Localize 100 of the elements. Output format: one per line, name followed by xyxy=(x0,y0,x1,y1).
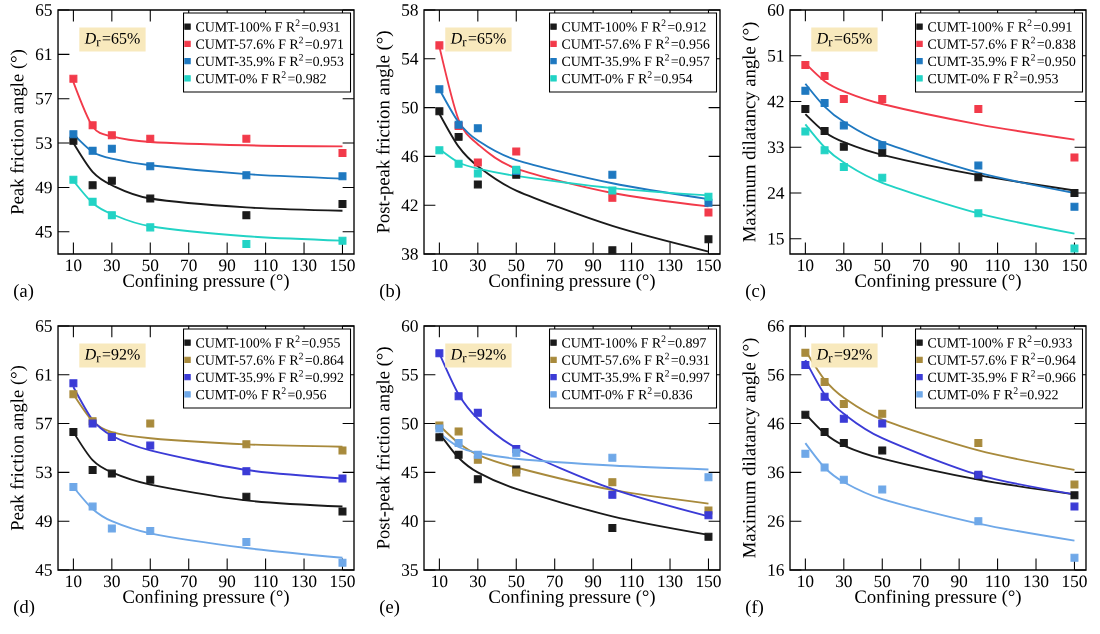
x-tick-label: 10 xyxy=(432,259,448,272)
y-tick-label: 50 xyxy=(402,101,418,114)
x-tick-label: 150 xyxy=(696,575,721,588)
x-tick-label: 50 xyxy=(142,259,159,272)
y-tick-label: 58 xyxy=(402,4,418,16)
y-tick-label: 60 xyxy=(401,320,418,332)
y-tick-label: 45 xyxy=(35,226,52,238)
x-tick-label: 30 xyxy=(104,259,120,272)
x-tick-label: 110 xyxy=(254,259,278,272)
x-tick-label: 70 xyxy=(181,259,197,272)
y-tick-label: 45 xyxy=(35,564,52,576)
x-tick-label: 50 xyxy=(508,575,525,588)
text: (f) xyxy=(746,599,764,618)
x-tick-label: 130 xyxy=(292,259,317,272)
y-tick-label: 65 xyxy=(35,4,52,16)
x-tick-label: 50 xyxy=(874,259,891,272)
text: (e) xyxy=(380,599,400,617)
x-tick-label: 90 xyxy=(219,575,236,588)
y-tick-label: 57 xyxy=(36,92,52,105)
x-axis-title: Confining pressure (°) xyxy=(855,273,1021,291)
x-tick-label: 130 xyxy=(658,575,683,588)
y-axis-title: Post-peak friction angle (°) xyxy=(376,31,394,233)
y-tick-label: 42 xyxy=(767,95,784,108)
x-tick-label: 70 xyxy=(547,575,563,588)
x-tick-label: 10 xyxy=(432,575,448,588)
y-tick-label: 49 xyxy=(35,515,52,527)
y-tick-label: 45 xyxy=(401,466,418,479)
text: (b) xyxy=(380,283,401,301)
x-tick-label: 10 xyxy=(798,575,814,588)
x-tick-label: 10 xyxy=(66,575,82,588)
y-tick-label: 65 xyxy=(35,320,52,332)
y-tick-label: 38 xyxy=(402,248,418,260)
x-tick-label: 30 xyxy=(835,575,852,588)
x-tick-label: 110 xyxy=(986,259,1010,272)
x-tick-label: 50 xyxy=(142,575,159,588)
annotation: D$_{r}$=92% xyxy=(450,348,506,363)
x-tick-label: 150 xyxy=(330,259,355,272)
x-axis-title: Confining pressure (°) xyxy=(123,589,289,607)
x-tick-label: 30 xyxy=(104,575,120,588)
annotation: D$_{r}$=65% xyxy=(816,32,872,47)
x-tick-label: 90 xyxy=(585,575,602,588)
x-tick-label: 150 xyxy=(1062,259,1087,272)
y-axis-title: Maximum dilatancy angle (°) xyxy=(742,338,760,558)
x-tick-label: 110 xyxy=(254,575,278,588)
x-axis-title: Confining pressure (°) xyxy=(489,273,655,291)
y-tick-label: 53 xyxy=(36,466,52,479)
x-tick-label: 150 xyxy=(330,575,355,588)
x-tick-label: 70 xyxy=(547,259,563,272)
x-tick-label: 130 xyxy=(658,259,683,272)
x-tick-label: 110 xyxy=(620,575,644,588)
x-tick-label: 30 xyxy=(470,259,486,272)
x-axis-title: Confining pressure (°) xyxy=(855,589,1021,607)
y-axis-title: Post-peak friction angle (°) xyxy=(376,347,394,549)
x-tick-label: 50 xyxy=(874,575,891,588)
annotation: D$_{r}$=92% xyxy=(84,348,140,363)
x-tick-label: 150 xyxy=(696,259,721,272)
y-tick-label: 15 xyxy=(768,232,784,245)
x-tick-label: 90 xyxy=(585,259,602,272)
y-tick-label: 61 xyxy=(35,368,52,381)
y-axis-title: Peak friction angle (°) xyxy=(10,50,28,215)
y-tick-label: 51 xyxy=(768,49,784,62)
y-tick-label: 42 xyxy=(401,199,418,211)
x-tick-label: 110 xyxy=(620,259,644,272)
y-tick-label: 35 xyxy=(402,564,418,576)
x-tick-label: 30 xyxy=(470,575,486,588)
y-tick-label: 16 xyxy=(768,564,784,576)
x-tick-label: 130 xyxy=(1024,259,1049,272)
y-tick-label: 49 xyxy=(35,181,52,194)
annotation: D$_{r}$=65% xyxy=(450,32,506,47)
x-tick-label: 90 xyxy=(951,575,968,588)
x-tick-label: 130 xyxy=(292,575,317,588)
x-tick-label: 10 xyxy=(798,259,814,272)
x-tick-label: 110 xyxy=(986,575,1010,588)
y-tick-label: 26 xyxy=(767,515,784,527)
x-tick-label: 70 xyxy=(913,575,929,588)
y-axis-title: Peak friction angle (°) xyxy=(10,366,28,531)
x-axis-title: Confining pressure (°) xyxy=(489,589,655,607)
y-tick-label: 55 xyxy=(402,369,418,381)
x-axis-title: Confining pressure (°) xyxy=(123,273,289,291)
y-tick-label: 46 xyxy=(401,150,418,163)
y-tick-label: 60 xyxy=(767,4,784,16)
x-tick-label: 90 xyxy=(219,259,236,272)
y-tick-label: 56 xyxy=(768,368,784,381)
annotation: D$_{r}$=65% xyxy=(84,32,140,47)
text: (d) xyxy=(14,599,35,617)
y-tick-label: 53 xyxy=(36,137,52,149)
x-tick-label: 10 xyxy=(66,259,82,272)
x-tick-label: 130 xyxy=(1024,575,1049,588)
y-tick-label: 57 xyxy=(36,417,52,430)
y-tick-label: 33 xyxy=(767,141,784,154)
text: (c) xyxy=(746,283,766,301)
y-tick-label: 24 xyxy=(767,187,785,199)
x-tick-label: 30 xyxy=(835,259,852,272)
y-tick-label: 50 xyxy=(402,417,418,430)
x-tick-label: 90 xyxy=(951,259,968,272)
x-tick-label: 70 xyxy=(181,575,197,588)
annotation: D$_{r}$=92% xyxy=(816,348,872,363)
text: (a) xyxy=(14,283,34,301)
x-tick-label: 70 xyxy=(913,259,929,272)
y-tick-label: 54 xyxy=(402,53,419,65)
